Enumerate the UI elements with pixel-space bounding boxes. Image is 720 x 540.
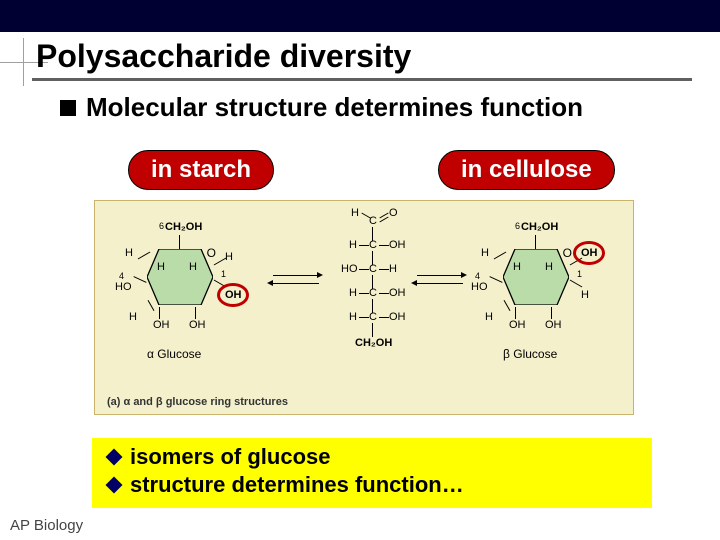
atom-oh: OH xyxy=(389,287,406,299)
ring-o: O xyxy=(563,246,572,260)
diamond-bullet-icon xyxy=(106,477,123,494)
pos-1: 1 xyxy=(221,269,226,279)
sub-text-2: structure determines function… xyxy=(130,472,464,498)
bond xyxy=(379,245,389,246)
pos-1: 1 xyxy=(577,269,582,279)
atom-ho: HO xyxy=(115,281,132,293)
sub-text-1: isomers of glucose xyxy=(130,444,331,470)
linear-glucose-molecule: H C O H C OH HO C H H C OH H C OH CH₂OH xyxy=(331,207,411,387)
bond xyxy=(379,317,389,318)
atom-h: H xyxy=(349,287,357,299)
atom-h: H xyxy=(481,247,489,259)
main-bullet-row: Molecular structure determines function xyxy=(60,92,583,123)
atom-h: H xyxy=(581,289,589,301)
alpha-label: α Glucose xyxy=(147,347,201,361)
square-bullet-icon xyxy=(60,100,76,116)
atom-oh: OH xyxy=(545,319,562,331)
highlight-box: isomers of glucose structure determines … xyxy=(92,438,652,508)
atom-ch2oh: CH₂OH xyxy=(165,221,202,233)
diamond-bullet-icon xyxy=(106,449,123,466)
atom-h: H xyxy=(125,247,133,259)
atom-c: C xyxy=(369,215,377,227)
atom-ho: HO xyxy=(341,263,358,275)
bond xyxy=(372,323,373,337)
atom-ch2oh: CH₂OH xyxy=(355,337,392,349)
atom-ch2oh: CH₂OH xyxy=(521,221,558,233)
atom-o: O xyxy=(389,207,398,219)
atom-h: H xyxy=(349,311,357,323)
atom-oh: OH xyxy=(189,319,206,331)
bond xyxy=(551,307,552,319)
sub-bullet-2: structure determines function… xyxy=(104,472,640,498)
hex-outline xyxy=(147,249,213,305)
diagram-caption: (a) α and β glucose ring structures xyxy=(107,396,288,408)
bond xyxy=(359,293,369,294)
atom-h: H xyxy=(513,261,521,273)
eq-arrow xyxy=(417,275,463,276)
pos-6: 6 xyxy=(159,221,164,231)
decoration-line-v xyxy=(23,38,24,86)
atom-h: H xyxy=(225,251,233,263)
atom-oh: OH xyxy=(389,239,406,251)
red-circle-beta xyxy=(573,241,605,265)
atom-c: C xyxy=(369,287,377,299)
main-bullet-text: Molecular structure determines function xyxy=(86,92,583,123)
arrow-head-icon xyxy=(317,272,323,278)
eq-arrow xyxy=(273,283,319,284)
diagram-panel: CH₂OH 6 O H 4 HO H H H OH OH 1 H OH α G xyxy=(94,200,634,415)
bond xyxy=(535,235,536,249)
top-bar xyxy=(0,0,720,32)
hex-ring: O xyxy=(503,249,569,305)
footer-label: AP Biology xyxy=(10,517,83,534)
atom-c: C xyxy=(369,239,377,251)
pos-6: 6 xyxy=(515,221,520,231)
bond xyxy=(359,269,369,270)
eq-arrow xyxy=(273,275,319,276)
red-circle-alpha xyxy=(217,283,249,307)
slide-title: Polysaccharide diversity xyxy=(36,38,411,75)
title-underline xyxy=(32,78,692,81)
atom-h: H xyxy=(351,207,359,219)
atom-h: H xyxy=(189,261,197,273)
pos-4: 4 xyxy=(119,271,124,281)
bond xyxy=(379,269,389,270)
atom-h: H xyxy=(545,261,553,273)
atom-h: H xyxy=(129,311,137,323)
bond xyxy=(159,307,160,319)
atom-h: H xyxy=(485,311,493,323)
beta-glucose-molecule: CH₂OH 6 O H 4 HO H H H OH OH 1 OH H β Gl… xyxy=(473,227,623,377)
hex-ring: O xyxy=(147,249,213,305)
pill-cellulose: in cellulose xyxy=(438,150,615,190)
atom-h: H xyxy=(389,263,397,275)
bond xyxy=(570,280,583,288)
bond xyxy=(359,245,369,246)
sub-bullet-1: isomers of glucose xyxy=(104,444,640,470)
bond xyxy=(489,276,502,283)
bond xyxy=(195,307,196,319)
atom-c: C xyxy=(369,311,377,323)
bond xyxy=(133,276,146,283)
eq-arrow xyxy=(417,283,463,284)
pill-starch: in starch xyxy=(128,150,274,190)
hex-outline xyxy=(503,249,569,305)
ring-o: O xyxy=(207,246,216,260)
atom-oh: OH xyxy=(509,319,526,331)
pos-4: 4 xyxy=(475,271,480,281)
arrow-head-icon xyxy=(461,272,467,278)
beta-label: β Glucose xyxy=(503,347,557,361)
bond xyxy=(379,293,389,294)
atom-h: H xyxy=(349,239,357,251)
arrow-head-icon xyxy=(411,280,417,286)
alpha-glucose-molecule: CH₂OH 6 O H 4 HO H H H OH OH 1 H OH α G xyxy=(117,227,267,377)
bond xyxy=(515,307,516,319)
bond xyxy=(359,317,369,318)
atom-oh: OH xyxy=(389,311,406,323)
atom-c: C xyxy=(369,263,377,275)
atom-ho: HO xyxy=(471,281,488,293)
atom-h: H xyxy=(157,261,165,273)
bond xyxy=(179,235,180,249)
atom-oh: OH xyxy=(153,319,170,331)
arrow-head-icon xyxy=(267,280,273,286)
